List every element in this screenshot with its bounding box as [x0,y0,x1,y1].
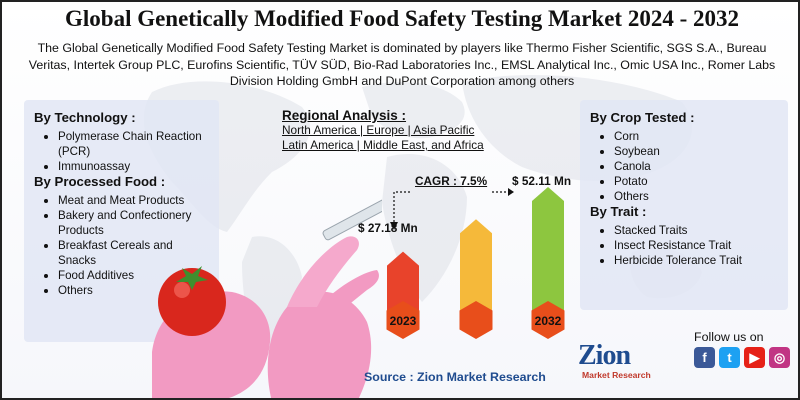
logo-sub: Market Research [582,370,651,380]
bar-2023 [387,251,419,322]
market-size-chart: 2023 2032 [386,187,565,339]
list-item: Bakery and Confectionery Products [34,208,211,238]
tick-label-2023: 2023 [390,314,417,328]
youtube-icon[interactable]: ▶ [744,347,765,368]
list-item: Canola [590,159,780,174]
zion-logo: Zion Market Research [578,342,668,392]
twitter-icon[interactable]: t [719,347,740,368]
facebook-icon[interactable]: f [694,347,715,368]
gm-food-illustration [152,197,382,398]
crop-tested-heading: By Crop Tested : [590,110,695,125]
processed-food-list: Meat and Meat Products Bakery and Confec… [34,193,211,298]
list-item: Insect Resistance Trait [590,238,780,253]
list-item: Immunoassay [34,159,211,174]
bar-middle [460,219,492,322]
technology-heading: By Technology : [34,110,136,125]
tick-label-2032: 2032 [535,314,562,328]
cagr-label: CAGR : 7.5% [415,174,488,188]
bar-2032 [532,187,564,322]
arrow-head-down [390,222,398,230]
list-item: Stacked Traits [590,223,780,238]
list-item: Others [34,283,211,298]
list-item: Food Additives [34,268,211,283]
list-item: Corn [590,129,780,144]
trait-heading: By Trait : [590,204,647,219]
list-item: Potato [590,174,780,189]
regional-line-1: North America | Europe | Asia Pacific [282,123,475,137]
list-item: Breakfast Cereals and Snacks [34,238,211,268]
regional-heading: Regional Analysis : [282,108,407,123]
year-badge [459,301,493,339]
list-item: Meat and Meat Products [34,193,211,208]
year-badge [531,301,565,339]
list-item: Polymerase Chain Reaction (PCR) [34,129,211,159]
year-badge [386,301,420,339]
trait-list: Stacked Traits Insect Resistance Trait H… [590,223,780,268]
arrow-head-right [508,188,514,196]
regional-analysis: Regional Analysis : North America | Euro… [282,108,522,153]
list-item: Soybean [590,144,780,159]
right-segment-panel: By Crop Tested : Corn Soybean Canola Pot… [580,100,788,310]
regional-line-2: Latin America | Middle East, and Africa [282,138,484,152]
infographic-title: Global Genetically Modified Food Safety … [65,6,739,31]
crop-tested-list: Corn Soybean Canola Potato Others [590,129,780,204]
value-label-2023: $ 27.18 Mn [358,221,418,235]
processed-food-heading: By Processed Food : [34,174,166,189]
instagram-icon[interactable]: ◎ [769,347,790,368]
source-credit: Source : Zion Market Research [364,370,546,384]
follow-us-label: Follow us on [694,330,764,344]
infographic-subtitle: The Global Genetically Modified Food Saf… [28,41,776,88]
list-item: Herbicide Tolerance Trait [590,253,780,268]
logo-name: Zion [578,340,631,371]
cagr-arrow-left [393,191,412,226]
value-label-2032: $ 52.11 Mn [512,174,572,188]
technology-list: Polymerase Chain Reaction (PCR) Immunoas… [34,129,211,174]
left-segment-panel: By Technology : Polymerase Chain Reactio… [24,100,219,342]
list-item: Others [590,189,780,204]
